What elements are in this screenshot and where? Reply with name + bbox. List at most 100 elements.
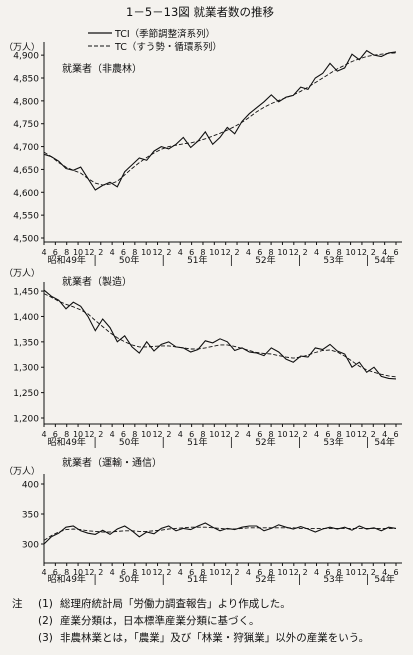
x-tick-label: 6 — [325, 568, 330, 577]
x-tick-label: 10 — [141, 248, 151, 257]
year-label: 53年 — [323, 573, 343, 585]
year-label: 52年 — [255, 573, 275, 585]
x-tick-label: 12 — [152, 568, 162, 577]
x-tick-label: 6 — [257, 248, 262, 257]
y-tick-label: 4,600 — [13, 189, 39, 199]
x-tick-label: 2 — [371, 568, 376, 577]
figure-title: 1－5－13図 就業者数の推移 — [126, 5, 274, 19]
x-tick-label: 10 — [73, 430, 83, 439]
x-tick-label: 6 — [393, 430, 398, 439]
series-tci-line — [43, 289, 397, 380]
note-text: 非農林業とは，「農業」及び「林業・狩猟業」以外の産業をいう。 — [60, 632, 370, 644]
x-tick-label: 6 — [325, 248, 330, 257]
chart-manufacturing-unit: （万人） — [4, 268, 40, 279]
chart-manufacturing: （万人） 就業者（製造） 1,200 1,250 1,300 1,350 1,400 1,… — [4, 268, 402, 448]
year-label: 54年 — [374, 254, 394, 266]
year-label: 50年 — [119, 573, 139, 585]
x-tick-label: 2 — [98, 568, 103, 577]
chart-nonfarm-title: 就業者（非農林） — [62, 62, 142, 75]
x-tick-label: 6 — [189, 430, 194, 439]
x-tick-label: 4 — [246, 248, 251, 257]
x-tick-label: 12 — [221, 248, 231, 257]
legend-tc-label: TC（すう勢・循環系列） — [114, 41, 222, 53]
x-tick-label: 10 — [277, 568, 287, 577]
x-tick-label: 2 — [234, 430, 239, 439]
note-item: (2) 産業分類は，日本標準産業分類に基づく。 — [12, 613, 410, 630]
note-text: 総理府統計局「労働力調査報告」より作成した。 — [60, 598, 291, 610]
x-tick-label: 12 — [84, 568, 94, 577]
y-tick-label: 1,250 — [13, 389, 39, 399]
x-tick-label: 12 — [357, 568, 367, 577]
x-tick-label: 4 — [314, 568, 319, 577]
note-item: 注 (1) 総理府統計局「労働力調査報告」より作成した。 — [12, 596, 410, 613]
x-tick-label: 10 — [345, 430, 355, 439]
x-tick-label: 10 — [345, 248, 355, 257]
x-tick-label: 2 — [371, 430, 376, 439]
x-tick-label: 2 — [166, 568, 171, 577]
x-tick-label: 12 — [357, 248, 367, 257]
x-tick-label: 8 — [132, 568, 137, 577]
x-tick-label: 4 — [382, 248, 387, 257]
x-tick-label: 10 — [209, 568, 219, 577]
y-tick-label: 4,500 — [13, 235, 39, 245]
year-label: 50年 — [119, 436, 139, 448]
x-tick-label: 12 — [152, 248, 162, 257]
x-tick-label: 12 — [84, 430, 94, 439]
chart-transport-title: 就業者（運輸・通信） — [62, 456, 162, 469]
x-tick-label: 6 — [257, 568, 262, 577]
y-tick-label: 4,800 — [13, 97, 39, 107]
x-tick-label: 2 — [98, 248, 103, 257]
x-tick-label: 10 — [141, 430, 151, 439]
x-tick-label: 10 — [277, 248, 287, 257]
chart-transport-unit: （万人） — [4, 466, 40, 477]
series-tc-line — [43, 52, 397, 186]
x-tick-label: 2 — [98, 430, 103, 439]
x-tick-label: 10 — [73, 568, 83, 577]
x-tick-label: 2 — [234, 248, 239, 257]
x-tick-label: 8 — [64, 430, 69, 439]
x-tick-label: 2 — [303, 248, 308, 257]
x-tick-label: 12 — [152, 430, 162, 439]
x-tick-label: 2 — [234, 568, 239, 577]
x-tick-label: 8 — [200, 568, 205, 577]
x-tick-label: 8 — [337, 568, 342, 577]
y-tick-label: 4,550 — [13, 212, 39, 222]
y-tick-label: 4,650 — [13, 166, 39, 176]
chart-manufacturing-title: 就業者（製造） — [62, 275, 132, 288]
notes: 注 (1) 総理府統計局「労働力調査報告」より作成した。 (2) 産業分類は，日… — [12, 596, 410, 647]
chart-nonfarm-unit: （万人） — [4, 42, 40, 53]
x-tick-label: 4 — [110, 430, 115, 439]
x-tick-label: 4 — [246, 568, 251, 577]
x-tick-label: 10 — [209, 248, 219, 257]
year-label: 52年 — [255, 436, 275, 448]
x-tick-label: 6 — [121, 568, 126, 577]
y-tick-label: 4,850 — [13, 75, 39, 85]
x-tick-label: 12 — [84, 248, 94, 257]
x-tick-label: 4 — [41, 568, 46, 577]
x-tick-label: 8 — [337, 430, 342, 439]
note-text: 産業分類は，日本標準産業分類に基づく。 — [60, 615, 260, 627]
year-label: 50年 — [119, 254, 139, 266]
year-label: 昭和49年 — [47, 254, 85, 266]
x-tick-label: 8 — [132, 248, 137, 257]
year-label: 54年 — [374, 436, 394, 448]
x-tick-label: 10 — [277, 430, 287, 439]
y-tick-label: 1,300 — [13, 364, 39, 374]
x-tick-label: 12 — [289, 430, 299, 439]
x-tick-label: 8 — [269, 568, 274, 577]
series-tc-line — [43, 526, 396, 541]
x-tick-label: 10 — [209, 430, 219, 439]
y-tick-label: 4,700 — [13, 143, 39, 153]
year-label: 54年 — [374, 573, 394, 585]
x-tick-label: 8 — [64, 568, 69, 577]
x-tick-label: 8 — [269, 430, 274, 439]
legend: TCI（季節調整済系列） TC（すう勢・循環系列） — [88, 28, 222, 53]
x-tick-label: 10 — [345, 568, 355, 577]
series-tci-line — [43, 522, 397, 545]
y-tick-label: 1,200 — [13, 415, 39, 425]
x-tick-label: 4 — [382, 568, 387, 577]
x-tick-label: 4 — [382, 430, 387, 439]
x-tick-label: 6 — [121, 430, 126, 439]
